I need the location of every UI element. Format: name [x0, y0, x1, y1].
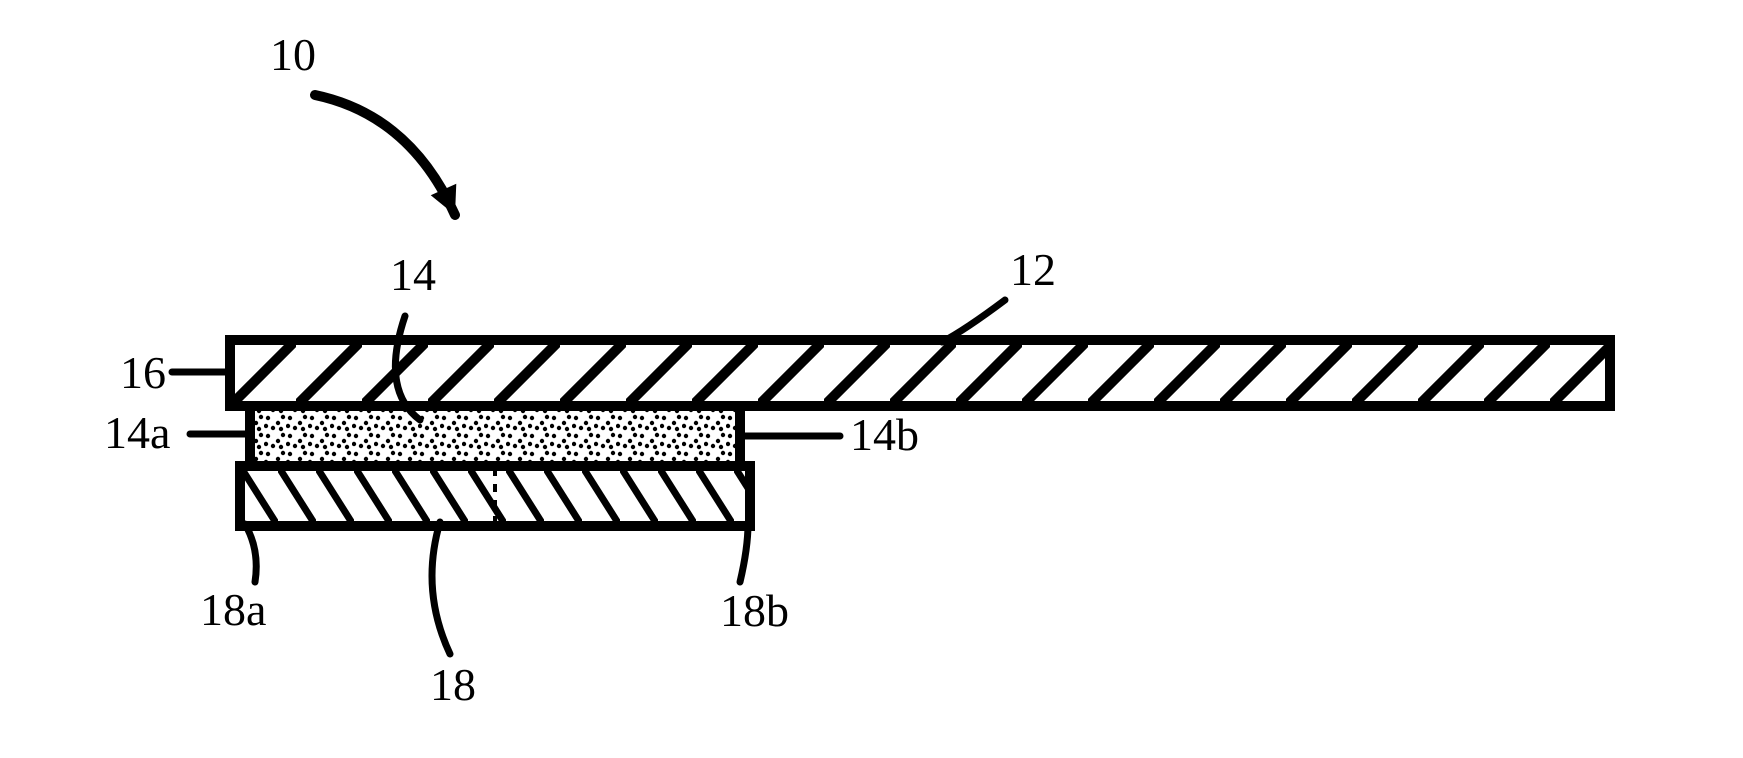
label-16: 16 — [120, 347, 166, 398]
label-assembly-10: 10 — [270, 29, 316, 80]
mid-layer-14 — [250, 406, 740, 466]
label-12: 12 — [1010, 244, 1056, 295]
label-18b: 18b — [720, 585, 789, 636]
label-14b: 14b — [850, 409, 919, 460]
label-14a: 14a — [104, 407, 170, 458]
top-layer-12 — [230, 340, 1610, 406]
label-18: 18 — [430, 659, 476, 710]
cross-section-figure: 12 14 16 14a 14b 18a 18b 18 10 — [0, 0, 1743, 758]
label-18a: 18a — [200, 584, 266, 635]
label-14: 14 — [390, 249, 436, 300]
